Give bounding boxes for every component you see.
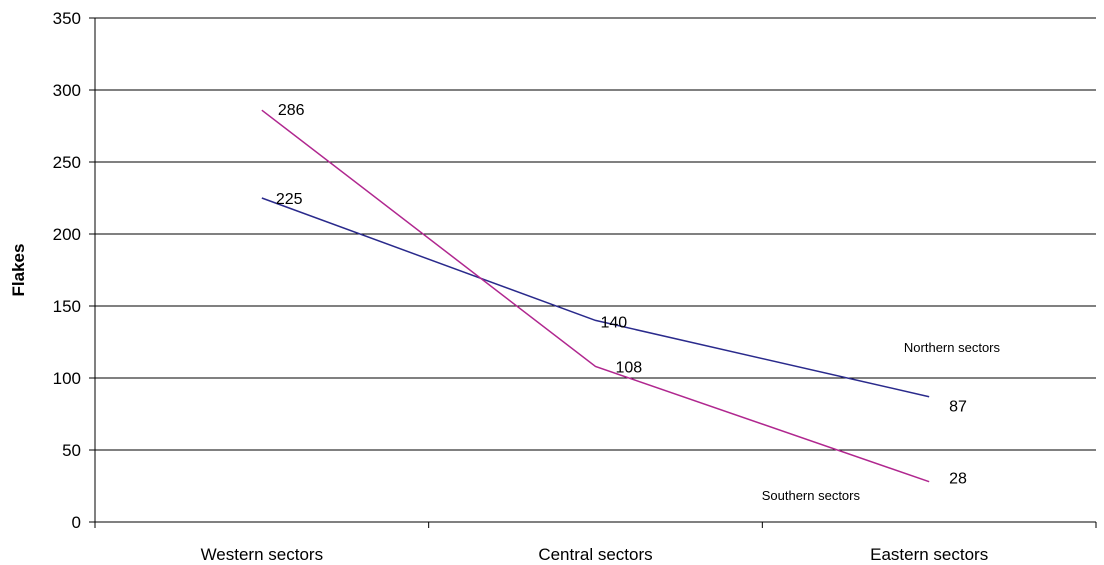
data-label: 286: [278, 102, 305, 119]
y-tick-label: 250: [53, 153, 81, 172]
y-axis-title: Flakes: [9, 244, 28, 297]
y-tick-label: 0: [72, 513, 81, 532]
x-tick-label: Central sectors: [538, 545, 652, 564]
series-0: 225 140 87 Northern sectors: [261, 191, 1001, 416]
series-line: [261, 197, 930, 398]
data-label: 225: [276, 191, 303, 208]
y-tick-label: 100: [53, 369, 81, 388]
data-label: 28: [949, 471, 967, 488]
y-tick-label: 350: [53, 9, 81, 28]
data-label: 140: [601, 314, 628, 331]
gridlines: [95, 17, 1096, 451]
y-tick-label: 150: [53, 297, 81, 316]
x-axis-ticks: Western sectors Central sectors Eastern se…: [94, 522, 1097, 564]
series-name-label: Northern sectors: [904, 340, 1001, 355]
y-tick-label: 200: [53, 225, 81, 244]
y-tick-label: 300: [53, 81, 81, 100]
series-name-label: Southern sectors: [762, 488, 861, 503]
y-axis-ticks: 0 50 100 150 200 250 300 350: [53, 9, 95, 532]
x-tick-label: Eastern sectors: [870, 545, 988, 564]
data-label: 87: [949, 399, 967, 416]
data-label: 108: [616, 359, 643, 376]
y-tick-label: 50: [62, 441, 81, 460]
series-1: 286 108 28 Southern sectors: [261, 102, 967, 503]
axes: [94, 18, 1096, 523]
series-group: 225 140 87 Northern sectors 286 108 28 Southern…: [261, 102, 1001, 503]
x-tick-label: Western sectors: [201, 545, 324, 564]
series-line: [261, 109, 930, 483]
